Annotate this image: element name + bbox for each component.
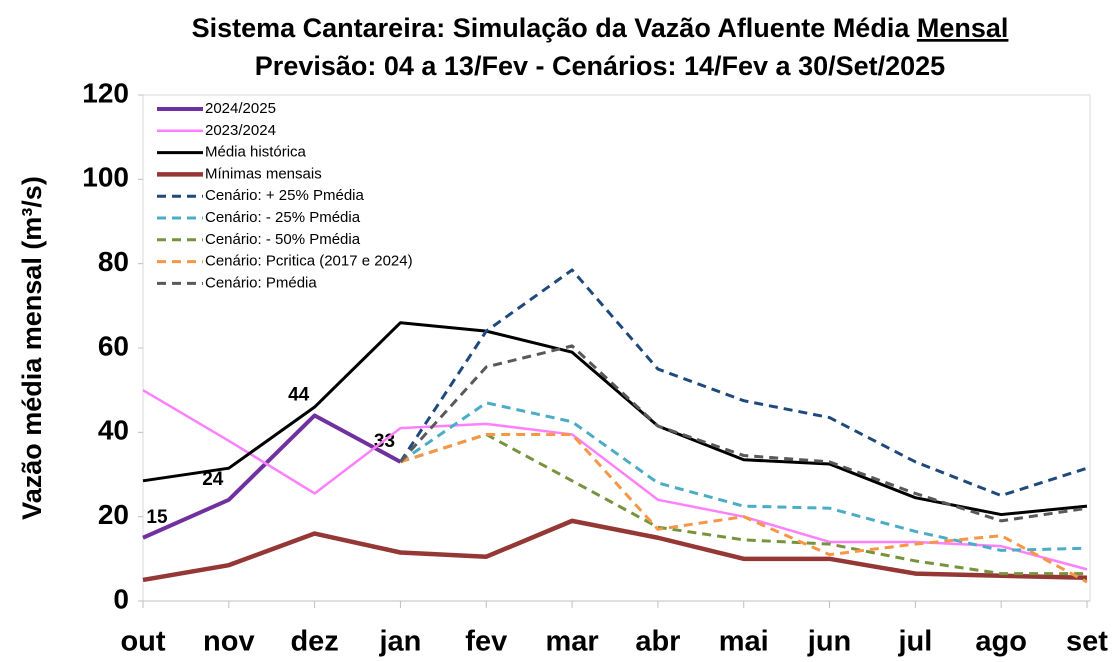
x-tick-label: mai: [719, 626, 769, 658]
x-tick-label: ago: [975, 626, 1027, 658]
x-tick-label: fev: [465, 626, 507, 658]
y-tick-label: 40: [98, 415, 129, 446]
chart-subtitle: Previsão: 04 a 13/Fev - Cenários: 14/Fev…: [255, 51, 945, 81]
y-axis-title: Vazão média mensal (m³/s): [17, 176, 47, 520]
series-line: [142, 518, 1088, 583]
x-tick-label: mar: [545, 626, 598, 658]
series-line: [142, 413, 402, 540]
data-label: 15: [146, 507, 168, 528]
legend-label: 2024/2025: [205, 100, 276, 117]
legend-label: 2023/2024: [205, 122, 276, 139]
y-tick-label: 20: [98, 499, 129, 530]
data-label: 24: [202, 469, 224, 490]
x-tick-label: nov: [203, 626, 255, 658]
y-tick-label: 120: [82, 77, 129, 108]
legend-label: Cenário: - 25% Pmédia: [205, 209, 361, 226]
title-main: Sistema Cantareira: Simulação da Vazão A…: [192, 13, 911, 43]
x-tick-label: jun: [807, 626, 852, 658]
series-line: [399, 401, 1088, 552]
y-tick-label: 80: [98, 246, 129, 277]
x-tick-label: jan: [379, 626, 422, 658]
series-line: [399, 432, 1088, 584]
x-tick-label: dez: [290, 626, 338, 658]
data-label: 44: [288, 384, 310, 405]
x-tick-label: jul: [897, 626, 932, 658]
chart-title: Sistema Cantareira: Simulação da Vazão A…: [192, 13, 1009, 43]
y-tick-label: 60: [98, 330, 129, 361]
legend-label: Média histórica: [205, 144, 307, 161]
x-tick-label: out: [120, 626, 165, 658]
title-emphasis: Mensal: [917, 13, 1009, 43]
legend-label: Cenário: + 25% Pmédia: [205, 187, 364, 204]
x-tick-label: set: [1066, 626, 1108, 658]
x-tick-label: abr: [635, 626, 680, 658]
legend-label: Mínimas mensais: [205, 165, 322, 182]
series-line: [399, 432, 1087, 576]
series-line: [399, 268, 1088, 498]
legend-label: Cenário: Pmédia: [205, 274, 317, 291]
legend-label: Cenário: - 50% Pmédia: [205, 231, 361, 248]
legend-label: Cenário: Pcritica (2017 e 2024): [205, 253, 413, 270]
y-tick-label: 0: [113, 583, 129, 614]
series-line: [142, 321, 1088, 517]
series-line: [399, 344, 1088, 523]
y-tick-label: 100: [82, 162, 129, 193]
